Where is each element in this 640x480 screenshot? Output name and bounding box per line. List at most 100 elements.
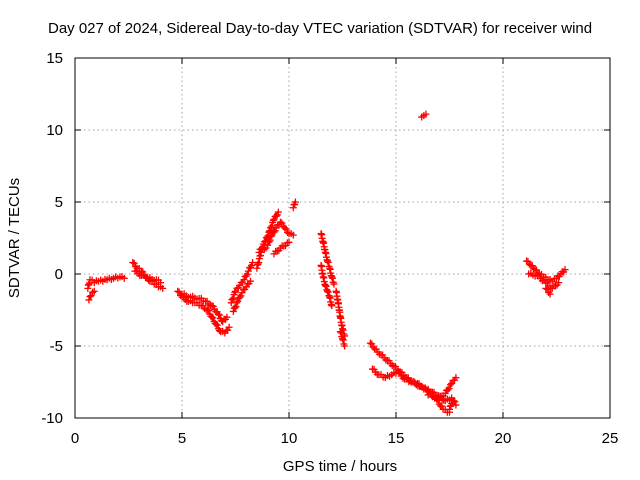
- data-point: [204, 306, 212, 314]
- chart-title: Day 027 of 2024, Sidereal Day-to-day VTE…: [48, 20, 592, 37]
- data-point: [260, 238, 268, 246]
- data-point: [85, 296, 93, 304]
- data-point: [232, 302, 240, 310]
- data-point: [233, 299, 241, 307]
- data-point: [225, 323, 233, 331]
- data-point: [200, 304, 208, 312]
- y-axis-label: SDTVAR / TECUs: [6, 178, 23, 298]
- data-point: [284, 228, 292, 236]
- data-point: [255, 248, 263, 256]
- data-point: [215, 327, 223, 335]
- x-axis-label: GPS time / hours: [283, 458, 397, 475]
- y-tick-label: 5: [55, 194, 63, 211]
- data-point: [329, 274, 337, 282]
- data-point: [422, 110, 430, 118]
- data-point: [394, 368, 402, 376]
- data-point: [289, 231, 297, 239]
- data-point: [324, 258, 332, 266]
- data-point: [273, 247, 281, 255]
- y-tick-label: 15: [46, 50, 63, 67]
- data-point: [246, 277, 254, 285]
- data-point: [328, 302, 336, 310]
- data-point: [339, 336, 347, 344]
- data-point: [445, 384, 453, 392]
- data-point: [396, 369, 404, 377]
- data-point: [417, 382, 425, 390]
- y-tick-label: 0: [55, 266, 63, 283]
- data-point: [551, 282, 559, 290]
- data-point: [249, 258, 257, 266]
- data-point: [272, 212, 280, 220]
- data-point: [157, 279, 165, 287]
- data-point: [543, 279, 551, 287]
- data-point: [339, 335, 346, 343]
- data-point: [209, 302, 217, 310]
- data-point: [561, 266, 569, 274]
- data-point: [231, 304, 239, 312]
- data-point: [450, 397, 458, 405]
- data-point: [269, 216, 277, 224]
- data-point: [257, 245, 265, 253]
- data-point: [406, 377, 414, 385]
- data-point: [281, 224, 289, 232]
- y-tick-label: -5: [50, 338, 63, 355]
- data-point: [86, 293, 94, 301]
- data-point: [285, 238, 293, 246]
- data-point: [452, 401, 460, 409]
- data-point: [237, 292, 245, 300]
- data-point: [240, 276, 248, 284]
- data-point: [399, 374, 407, 382]
- data-point: [129, 258, 137, 266]
- data-point: [555, 279, 563, 287]
- axis-ticks: 0 5 10 15 20 25 -10 -5 0 5 10 15: [41, 50, 618, 447]
- data-point: [265, 228, 273, 236]
- data-point: [336, 328, 344, 336]
- data-point: [341, 342, 349, 350]
- data-point: [446, 381, 454, 389]
- data-point: [248, 262, 256, 270]
- data-point: [208, 302, 216, 310]
- data-point: [446, 405, 453, 413]
- x-tick-label: 0: [71, 430, 79, 447]
- data-point: [223, 313, 231, 321]
- data-point: [268, 222, 276, 230]
- x-tick-label: 25: [602, 430, 619, 447]
- data-point: [379, 351, 387, 359]
- x-tick-label: 5: [178, 430, 186, 447]
- data-point: [545, 289, 553, 297]
- data-point: [366, 339, 374, 347]
- data-point: [130, 259, 138, 267]
- data-point: [236, 293, 244, 301]
- data-point: [132, 263, 140, 271]
- y-tick-label: 10: [46, 122, 63, 139]
- data-point: [205, 307, 213, 315]
- data-point: [208, 313, 216, 321]
- data-point: [139, 268, 147, 276]
- data-point: [533, 266, 541, 274]
- data-points: [84, 110, 569, 416]
- data-point: [452, 374, 460, 382]
- data-point: [324, 287, 332, 295]
- data-point: [209, 314, 217, 322]
- x-tick-label: 10: [281, 430, 298, 447]
- data-point: [244, 267, 252, 275]
- data-point: [282, 225, 290, 233]
- data-point: [330, 280, 338, 288]
- x-tick-label: 15: [388, 430, 405, 447]
- data-point: [276, 218, 284, 226]
- data-point: [261, 237, 269, 245]
- data-point: [258, 244, 266, 252]
- data-point: [441, 390, 449, 398]
- data-point: [423, 387, 431, 395]
- data-point: [322, 282, 330, 290]
- data-point: [444, 386, 452, 394]
- data-point: [278, 219, 286, 227]
- data-point: [234, 297, 242, 305]
- data-point: [214, 310, 222, 318]
- data-point: [87, 292, 95, 300]
- data-point: [229, 307, 237, 315]
- data-point: [205, 300, 213, 308]
- data-point: [451, 398, 459, 406]
- data-point: [324, 257, 332, 265]
